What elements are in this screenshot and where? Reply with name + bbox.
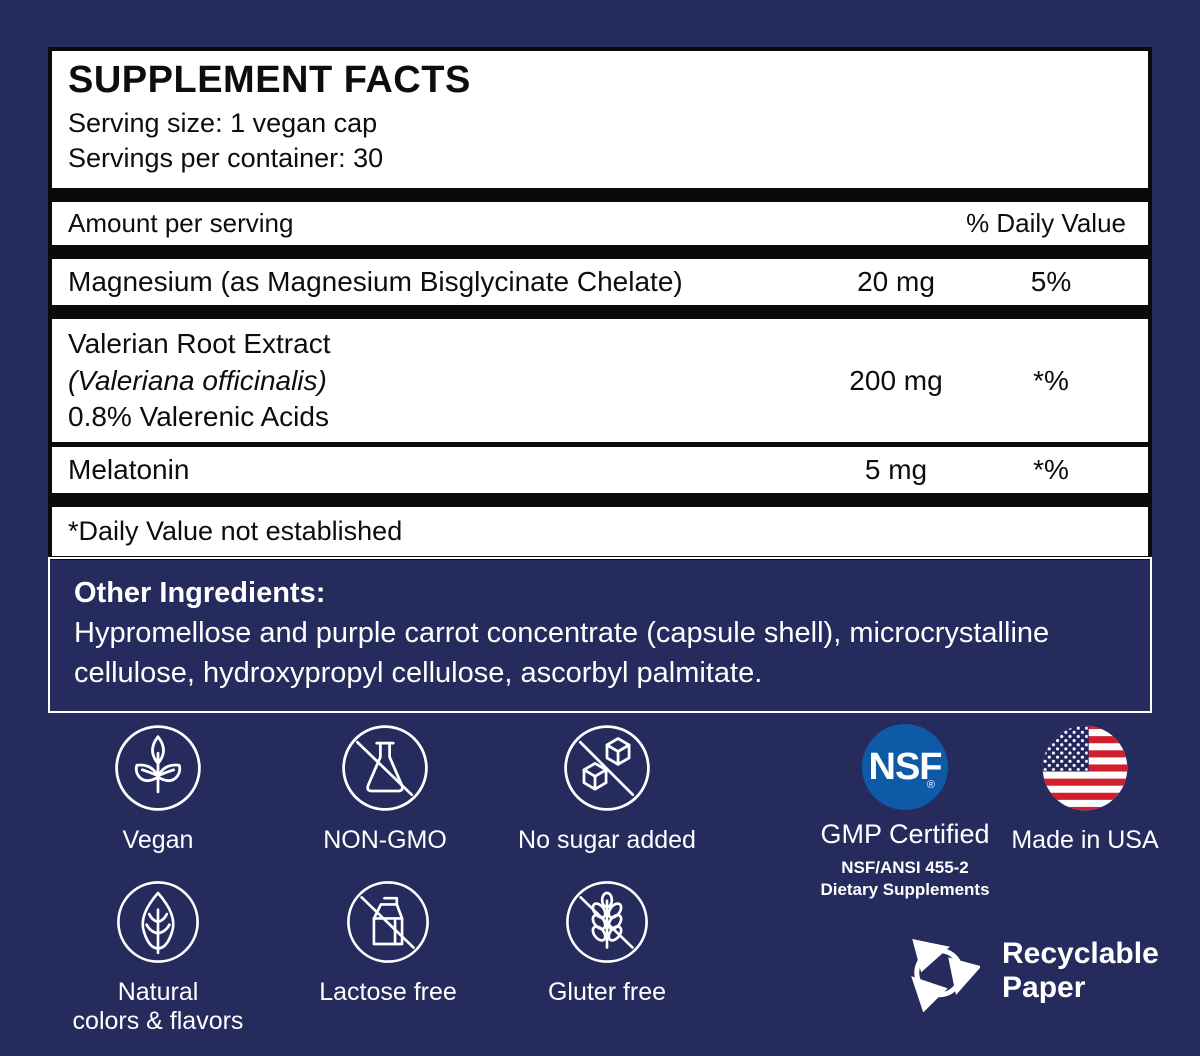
ingredient-amount: 20 mg [857,266,935,298]
other-ingredients-title: Other Ingredients: [74,577,326,609]
badge-label-line1: Natural [117,978,199,1006]
ingredient-name: Melatonin [68,454,190,486]
facts-footnote-row: *Daily Value not established [52,507,1148,557]
servings-per-container-line: Servings per container: 30 [68,143,384,174]
no-sugar-cubes-icon [564,725,650,811]
badge-label-line2: colors & flavors [72,1007,244,1035]
vegan-plant-icon [115,725,201,811]
lactose-free-carton-icon [347,881,429,963]
usa-flag-icon [1042,725,1128,811]
nsf-ansi-line: NSF/ANSI 455-2 [841,858,969,878]
daily-value-footnote: *Daily Value not established [68,516,403,547]
badge-label: NON-GMO [323,826,447,854]
recycle-icon [911,939,980,1012]
badge-vegan: Vegan [58,722,258,855]
badge-label: Vegan [122,826,194,854]
ingredient-latin-name: (Valeriana officinalis) [68,364,327,396]
other-ingredients-body: Hypromellose and purple carrot concentra… [74,617,1050,690]
badge-lactose-free: Lactose free [288,878,488,1007]
recyclable-label-line1: Recyclable [1002,936,1159,970]
ingredient-amount: 200 mg [849,364,943,396]
facts-title: SUPPLEMENT FACTS [68,59,471,101]
other-ingredients-panel: Other Ingredients: Hypromellose and purp… [48,557,1152,714]
ingredient-name: Valerian Root Extract (Valeriana officin… [68,326,816,435]
natural-leaf-icon [117,881,199,963]
ingredient-row-valerian: Valerian Root Extract (Valeriana officin… [52,319,1148,443]
badge-made-in-usa: Made in USA [985,722,1185,855]
thick-separator [52,188,1148,202]
dietary-supplements-line: Dietary Supplements [820,880,990,900]
recyclable-paper-label: Recyclable Paper [1002,937,1159,1006]
nsf-logo-text: NSF [868,745,943,788]
recyclable-paper-badge: Recyclable Paper [898,930,1159,1012]
ingredient-daily-value: *% [1033,454,1069,486]
nsf-ansi-label: NSF/ANSI 455-2 Dietary Supplements [793,857,1017,901]
badge-label: Lactose free [319,978,457,1006]
recyclable-label-line2: Paper [1002,971,1086,1004]
thick-separator [52,305,1148,319]
badge-label: No sugar added [518,826,696,854]
supplement-facts-panel: SUPPLEMENT FACTS Serving size: 1 vegan c… [48,47,1152,561]
nsf-logo-icon: NSF ® [862,724,948,810]
thick-separator [52,493,1148,507]
registered-mark: ® [926,779,935,791]
ingredient-row-melatonin: Melatonin 5 mg *% [52,447,1148,494]
ingredient-row-magnesium: Magnesium (as Magnesium Bisglycinate Che… [52,259,1148,306]
ingredient-amount: 5 mg [864,454,928,486]
ingredient-name: Magnesium (as Magnesium Bisglycinate Che… [68,266,683,298]
ingredient-name-line: Valerian Root Extract [68,328,331,360]
badge-gluten-free: Gluter free [505,878,709,1007]
badge-natural-colors-flavors: Natural colors & flavors [58,878,258,1036]
ingredient-daily-value: *% [1033,364,1069,396]
badge-label: Made in USA [1011,826,1159,854]
facts-header-row: Amount per serving % Daily Value [52,202,1148,246]
facts-title-row: SUPPLEMENT FACTS Serving size: 1 vegan c… [52,51,1148,189]
gluten-free-wheat-icon [566,881,648,963]
badge-label: Natural colors & flavors [58,978,258,1036]
thick-separator [52,245,1148,259]
badge-no-sugar-added: No sugar added [505,722,709,855]
gmp-certified-label: GMP Certified [820,819,990,849]
amount-per-serving-header: Amount per serving [68,208,294,239]
daily-value-header: % Daily Value [966,208,1126,239]
non-gmo-flask-icon [342,725,428,811]
badge-label: Gluter free [547,978,667,1006]
ingredient-standardization: 0.8% Valerenic Acids [68,400,329,432]
badge-non-gmo: NON-GMO [285,722,485,855]
ingredient-daily-value: 5% [1030,266,1072,298]
badge-nsf-gmp: NSF ® GMP Certified NSF/ANSI 455-2 Dieta… [793,724,1017,902]
serving-size-line: Serving size: 1 vegan cap [68,108,378,138]
